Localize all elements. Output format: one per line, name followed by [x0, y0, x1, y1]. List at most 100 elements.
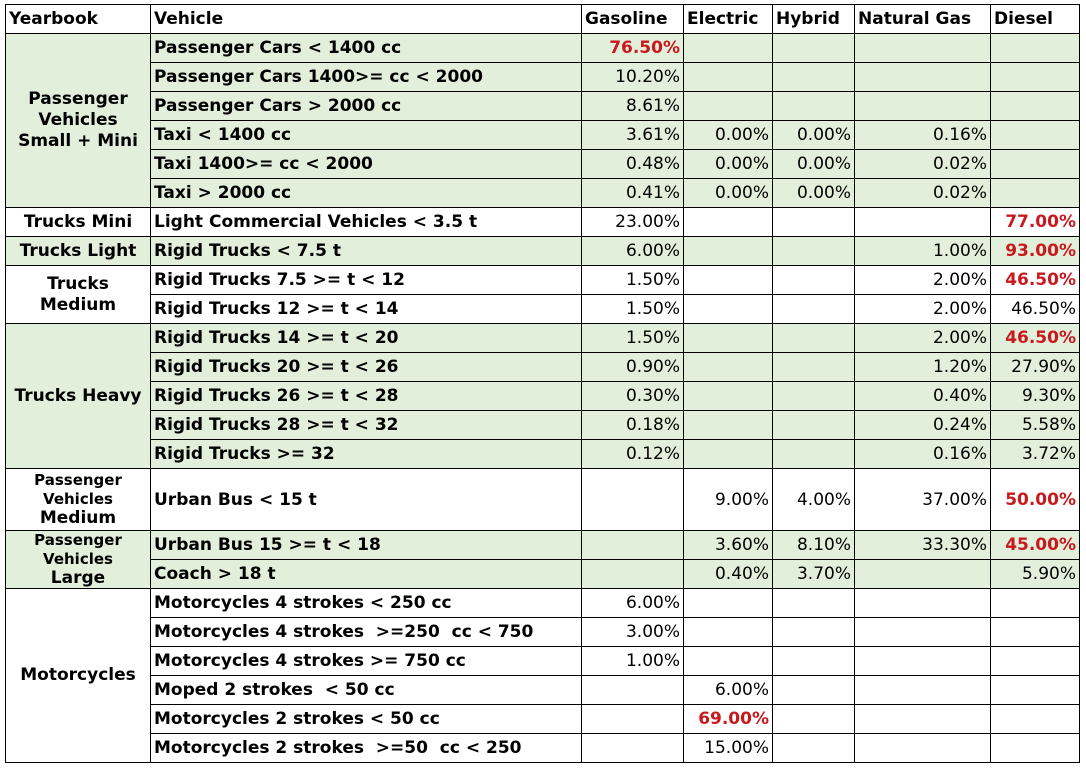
hybrid-cell: 0.00%	[773, 121, 855, 150]
diesel-cell	[991, 121, 1080, 150]
yearbook-cell: Trucks Heavy	[6, 324, 151, 469]
header-row: Yearbook Vehicle Gasoline Electric Hybri…	[6, 5, 1080, 34]
yearbook-label-line: Vehicles	[9, 490, 147, 509]
table-row: Trucks Light Rigid Trucks < 7.5 t 6.00% 1.0…	[6, 237, 1080, 266]
electric-cell	[684, 92, 773, 121]
vehicle-cell: Moped 2 strokes < 50 cc	[151, 676, 582, 705]
gasoline-cell: 0.18%	[582, 411, 684, 440]
natural-gas-cell	[855, 34, 991, 63]
table-row: Passenger Vehicles Large Urban Bus 15 >= t …	[6, 531, 1080, 560]
yearbook-label-line: Vehicles	[9, 550, 147, 569]
natural-gas-cell: 2.00%	[855, 324, 991, 353]
gasoline-cell: 6.00%	[582, 589, 684, 618]
yearbook-cell: Trucks Medium	[6, 266, 151, 324]
yearbook-label-line: Trucks	[9, 274, 147, 295]
diesel-cell	[991, 589, 1080, 618]
yearbook-label-line: Trucks Mini	[9, 212, 147, 233]
hybrid-cell: 4.00%	[773, 469, 855, 531]
hybrid-cell	[773, 353, 855, 382]
vehicle-cell: Rigid Trucks 26 >= t < 28	[151, 382, 582, 411]
natural-gas-cell: 0.02%	[855, 179, 991, 208]
natural-gas-cell: 2.00%	[855, 295, 991, 324]
hybrid-cell	[773, 237, 855, 266]
table-row: Taxi 1400>= cc < 2000 0.48% 0.00% 0.00% 0.02…	[6, 150, 1080, 179]
electric-cell: 69.00%	[684, 705, 773, 734]
diesel-cell: 27.90%	[991, 353, 1080, 382]
gasoline-cell: 10.20%	[582, 63, 684, 92]
electric-cell	[684, 34, 773, 63]
table-row: Passenger Vehicles Small + Mini Passenger C…	[6, 34, 1080, 63]
header-natural-gas: Natural Gas	[855, 5, 991, 34]
header-diesel: Diesel	[991, 5, 1080, 34]
hybrid-cell: 3.70%	[773, 560, 855, 589]
table-row: Rigid Trucks 12 >= t < 14 1.50% 2.00% 46.50…	[6, 295, 1080, 324]
diesel-cell	[991, 705, 1080, 734]
vehicle-cell: Motorcycles 4 strokes >= 750 cc	[151, 647, 582, 676]
yearbook-label-line: Trucks Heavy	[9, 386, 147, 407]
natural-gas-cell	[855, 208, 991, 237]
table-row: Trucks Mini Light Commercial Vehicles < 3…	[6, 208, 1080, 237]
hybrid-cell	[773, 676, 855, 705]
electric-cell: 0.40%	[684, 560, 773, 589]
fuel-share-table: Yearbook Vehicle Gasoline Electric Hybri…	[5, 4, 1080, 763]
electric-cell	[684, 589, 773, 618]
vehicle-cell: Passenger Cars < 1400 cc	[151, 34, 582, 63]
yearbook-cell: Passenger Vehicles Medium	[6, 469, 151, 531]
yearbook-cell: Trucks Light	[6, 237, 151, 266]
natural-gas-cell	[855, 647, 991, 676]
electric-cell	[684, 237, 773, 266]
hybrid-cell	[773, 440, 855, 469]
gasoline-cell: 8.61%	[582, 92, 684, 121]
hybrid-cell: 0.00%	[773, 179, 855, 208]
hybrid-cell	[773, 208, 855, 237]
yearbook-label-line: Passenger	[9, 471, 147, 490]
table-row: Passenger Cars > 2000 cc 8.61%	[6, 92, 1080, 121]
electric-cell	[684, 411, 773, 440]
natural-gas-cell: 0.40%	[855, 382, 991, 411]
yearbook-label-line: Passenger	[9, 531, 147, 550]
hybrid-cell	[773, 63, 855, 92]
vehicle-cell: Rigid Trucks 28 >= t < 32	[151, 411, 582, 440]
electric-cell: 0.00%	[684, 150, 773, 179]
electric-cell	[684, 440, 773, 469]
electric-cell: 0.00%	[684, 179, 773, 208]
natural-gas-cell	[855, 734, 991, 763]
table-row: Taxi < 1400 cc 3.61% 0.00% 0.00% 0.16%	[6, 121, 1080, 150]
table-row: Passenger Cars 1400>= cc < 2000 10.20%	[6, 63, 1080, 92]
gasoline-cell: 23.00%	[582, 208, 684, 237]
table-row: Motorcycles 4 strokes >= 750 cc 1.00%	[6, 647, 1080, 676]
diesel-cell: 45.00%	[991, 531, 1080, 560]
natural-gas-cell: 0.24%	[855, 411, 991, 440]
electric-cell	[684, 208, 773, 237]
natural-gas-cell	[855, 705, 991, 734]
electric-cell	[684, 324, 773, 353]
vehicle-cell: Motorcycles 2 strokes < 50 cc	[151, 705, 582, 734]
natural-gas-cell: 33.30%	[855, 531, 991, 560]
vehicle-cell: Urban Bus 15 >= t < 18	[151, 531, 582, 560]
natural-gas-cell: 0.16%	[855, 121, 991, 150]
vehicle-cell: Passenger Cars 1400>= cc < 2000	[151, 63, 582, 92]
table-row: Motorcycles 4 strokes >=250 cc < 750 3.00…	[6, 618, 1080, 647]
vehicle-cell: Rigid Trucks 20 >= t < 26	[151, 353, 582, 382]
vehicle-cell: Light Commercial Vehicles < 3.5 t	[151, 208, 582, 237]
gasoline-cell: 1.50%	[582, 324, 684, 353]
natural-gas-cell: 2.00%	[855, 266, 991, 295]
natural-gas-cell: 0.02%	[855, 150, 991, 179]
gasoline-cell	[582, 531, 684, 560]
table-row: Rigid Trucks 28 >= t < 32 0.18% 0.24% 5.58%	[6, 411, 1080, 440]
diesel-cell: 5.90%	[991, 560, 1080, 589]
vehicle-cell: Rigid Trucks 14 >= t < 20	[151, 324, 582, 353]
yearbook-label-line: Vehicles	[9, 110, 147, 131]
header-gasoline: Gasoline	[582, 5, 684, 34]
vehicle-cell: Taxi 1400>= cc < 2000	[151, 150, 582, 179]
natural-gas-cell: 0.16%	[855, 440, 991, 469]
diesel-cell: 3.72%	[991, 440, 1080, 469]
table-row: Coach > 18 t 0.40% 3.70% 5.90%	[6, 560, 1080, 589]
gasoline-cell: 6.00%	[582, 237, 684, 266]
vehicle-cell: Rigid Trucks < 7.5 t	[151, 237, 582, 266]
gasoline-cell: 0.48%	[582, 150, 684, 179]
diesel-cell	[991, 676, 1080, 705]
gasoline-cell	[582, 469, 684, 531]
yearbook-cell: Motorcycles	[6, 589, 151, 763]
gasoline-cell: 0.41%	[582, 179, 684, 208]
